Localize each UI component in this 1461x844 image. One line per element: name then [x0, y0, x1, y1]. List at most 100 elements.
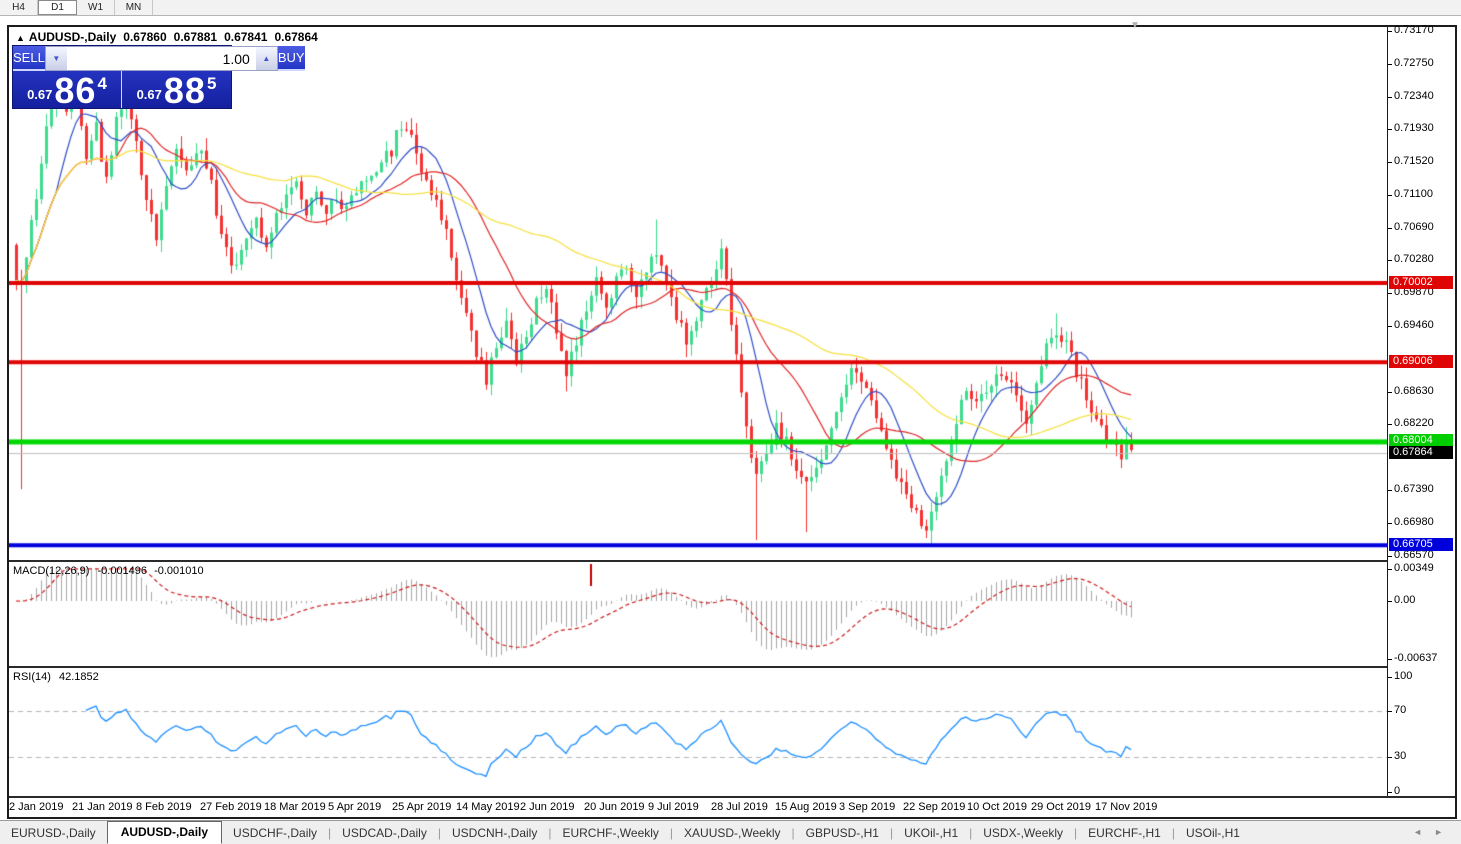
axis-tick-mark — [1388, 490, 1392, 491]
tab-scroll-right-icon[interactable]: ► — [1434, 827, 1455, 837]
price-axis-label: 0.69460 — [1394, 319, 1434, 331]
price-level-badge: 0.69006 — [1389, 355, 1453, 368]
chart-tab-usdcnhdaily[interactable]: USDCNH-,Daily — [451, 826, 538, 840]
tab-separator: | — [328, 826, 332, 840]
tab-separator: | — [669, 826, 674, 840]
chart-tab-eurchfweekly[interactable]: EURCHF-,Weekly — [562, 826, 659, 840]
tab-separator: | — [969, 826, 973, 840]
main-chart-canvas[interactable] — [9, 27, 1387, 560]
date-axis-label: 3 Sep 2019 — [839, 801, 896, 813]
chart-tab-xauusdweekly[interactable]: XAUUSD-,Weekly — [684, 826, 781, 840]
price-axis-label: 0.67390 — [1394, 483, 1434, 495]
volume-decrease-icon[interactable]: ▼ — [45, 47, 67, 70]
tab-scroll-arrows[interactable]: ◄► — [1413, 827, 1455, 837]
volume-increase-icon[interactable]: ▲ — [255, 47, 277, 70]
axis-tick-mark — [1388, 326, 1392, 327]
panel-separator[interactable] — [9, 796, 1455, 798]
buy-button[interactable]: BUY — [277, 46, 305, 71]
volume-input[interactable] — [66, 47, 256, 70]
date-axis-label: 28 Jul 2019 — [711, 801, 768, 813]
axis-tick-mark — [1388, 659, 1392, 660]
axis-tick-mark — [1388, 228, 1392, 229]
price-axis-label: 0.70690 — [1394, 221, 1434, 233]
tab-separator: | — [889, 826, 894, 840]
rsi-panel-canvas[interactable] — [9, 668, 1387, 796]
date-axis-label: 10 Oct 2019 — [967, 801, 1027, 813]
axis-tick-mark — [1388, 556, 1392, 557]
date-axis-label: 5 Apr 2019 — [328, 801, 382, 813]
price-level-badge: 0.70002 — [1389, 276, 1453, 289]
rsi-title: RSI(14) 42.1852 — [13, 671, 99, 683]
axis-tick-mark — [1388, 424, 1392, 425]
sell-button[interactable]: SELL — [13, 46, 45, 71]
quote-low: 0.67841 — [224, 30, 268, 44]
timeframe-button-d1[interactable]: D1 — [38, 0, 77, 15]
quote-close: 0.67864 — [274, 30, 318, 44]
chart-tab-eurusddaily[interactable]: EURUSD-,Daily — [11, 826, 96, 840]
timeframe-button-mn[interactable]: MN — [115, 0, 153, 15]
chart-tab-usdxweekly[interactable]: USDX-,Weekly — [983, 826, 1064, 840]
timeframe-toolbar: H4 D1 W1 MN — [0, 0, 1461, 16]
quote-open: 0.67860 — [123, 30, 167, 44]
price-axis-label: 0.70280 — [1394, 253, 1434, 265]
axis-tick-mark — [1388, 97, 1392, 98]
date-axis-label: 14 May 2019 — [456, 801, 520, 813]
price-level-badge: 0.66705 — [1389, 538, 1453, 551]
price-axis[interactable]: 0.73170 0.72750 0.72340 0.71930 0.71520 0.711… — [1388, 24, 1455, 797]
macd-value: -0.001496 — [97, 565, 148, 577]
buy-price-big: 88 — [163, 70, 206, 111]
tab-separator: | — [791, 826, 795, 840]
date-axis-label: 21 Jan 2019 — [72, 801, 133, 813]
chart-shift-marker-icon[interactable]: ▼ — [1130, 20, 1140, 31]
date-axis-label: 17 Nov 2019 — [1095, 801, 1158, 813]
axis-tick-mark — [1388, 293, 1392, 294]
chart-tab-usdchfdaily[interactable]: USDCHF-,Daily — [233, 826, 318, 840]
price-axis-label: 0.68630 — [1394, 385, 1434, 397]
chart-tab-usdcaddaily[interactable]: USDCAD-,Daily — [342, 826, 427, 840]
tab-scroll-left-icon[interactable]: ◄ — [1413, 827, 1435, 837]
sell-price-big: 86 — [54, 70, 97, 111]
chart-window: ▲ AUDUSD-,Daily 0.67860 0.67881 0.67841 0.678… — [7, 20, 1457, 819]
panel-separator[interactable] — [9, 666, 1455, 668]
buy-price[interactable]: 0.67 88 5 — [122, 70, 231, 111]
macd-title: MACD(12,26,9) -0.001496 -0.001010 — [13, 565, 204, 577]
timeframe-button-h4[interactable]: H4 — [0, 0, 38, 15]
chart-tab-audusddaily[interactable]: AUDUSD-,Daily — [106, 821, 223, 844]
axis-tick-mark — [1388, 757, 1392, 758]
axis-tick-mark — [1388, 129, 1392, 130]
panel-separator[interactable] — [9, 560, 1455, 562]
axis-tick-mark — [1388, 711, 1392, 712]
axis-tick-mark — [1388, 162, 1392, 163]
price-axis-label: 30 — [1394, 750, 1407, 762]
tab-separator: | — [548, 826, 552, 840]
chart-tab-eurchfh1[interactable]: EURCHF-,H1 — [1088, 826, 1161, 840]
one-click-trading-widget: SELL ▼ ▲ BUY 0.67 86 4 0.67 88 5 — [12, 45, 305, 111]
quote-high: 0.67881 — [173, 30, 218, 44]
date-axis-label: 9 Jul 2019 — [648, 801, 699, 813]
chart-tab-usoilh1[interactable]: USOil-,H1 — [1185, 826, 1240, 840]
axis-tick-mark — [1388, 601, 1392, 602]
price-axis-label: 0 — [1394, 785, 1401, 797]
chart-tab-gbpusdh1[interactable]: GBPUSD-,H1 — [805, 826, 879, 840]
buy-price-sup: 5 — [206, 74, 217, 93]
price-level-badge: 0.67864 — [1389, 446, 1453, 459]
date-axis-label: 8 Feb 2019 — [136, 801, 192, 813]
axis-tick-mark — [1388, 523, 1392, 524]
chart-tab-ukoilh1[interactable]: UKOil-,H1 — [904, 826, 959, 840]
axis-tick-mark — [1388, 792, 1392, 793]
tab-separator: | — [1171, 826, 1175, 840]
date-axis-label: 29 Oct 2019 — [1031, 801, 1091, 813]
axis-tick-mark — [1388, 392, 1392, 393]
timeframe-button-w1[interactable]: W1 — [77, 0, 115, 15]
axis-tick-mark — [1388, 195, 1392, 196]
tab-separator: | — [437, 826, 441, 840]
price-axis-label: 0.72340 — [1394, 90, 1434, 102]
plot-stack: ▲ AUDUSD-,Daily 0.67860 0.67881 0.67841 0.678… — [9, 20, 1387, 817]
macd-panel-canvas[interactable] — [9, 562, 1387, 666]
axis-tick-mark — [1388, 31, 1392, 32]
date-axis-label: 15 Aug 2019 — [775, 801, 837, 813]
macd-signal-value: -0.001010 — [154, 565, 204, 577]
date-axis[interactable]: 2 Jan 2019 21 Jan 2019 8 Feb 2019 27 Feb 20… — [9, 798, 1455, 817]
price-axis-label: 0.69870 — [1394, 286, 1434, 298]
sell-price[interactable]: 0.67 86 4 — [13, 70, 122, 111]
